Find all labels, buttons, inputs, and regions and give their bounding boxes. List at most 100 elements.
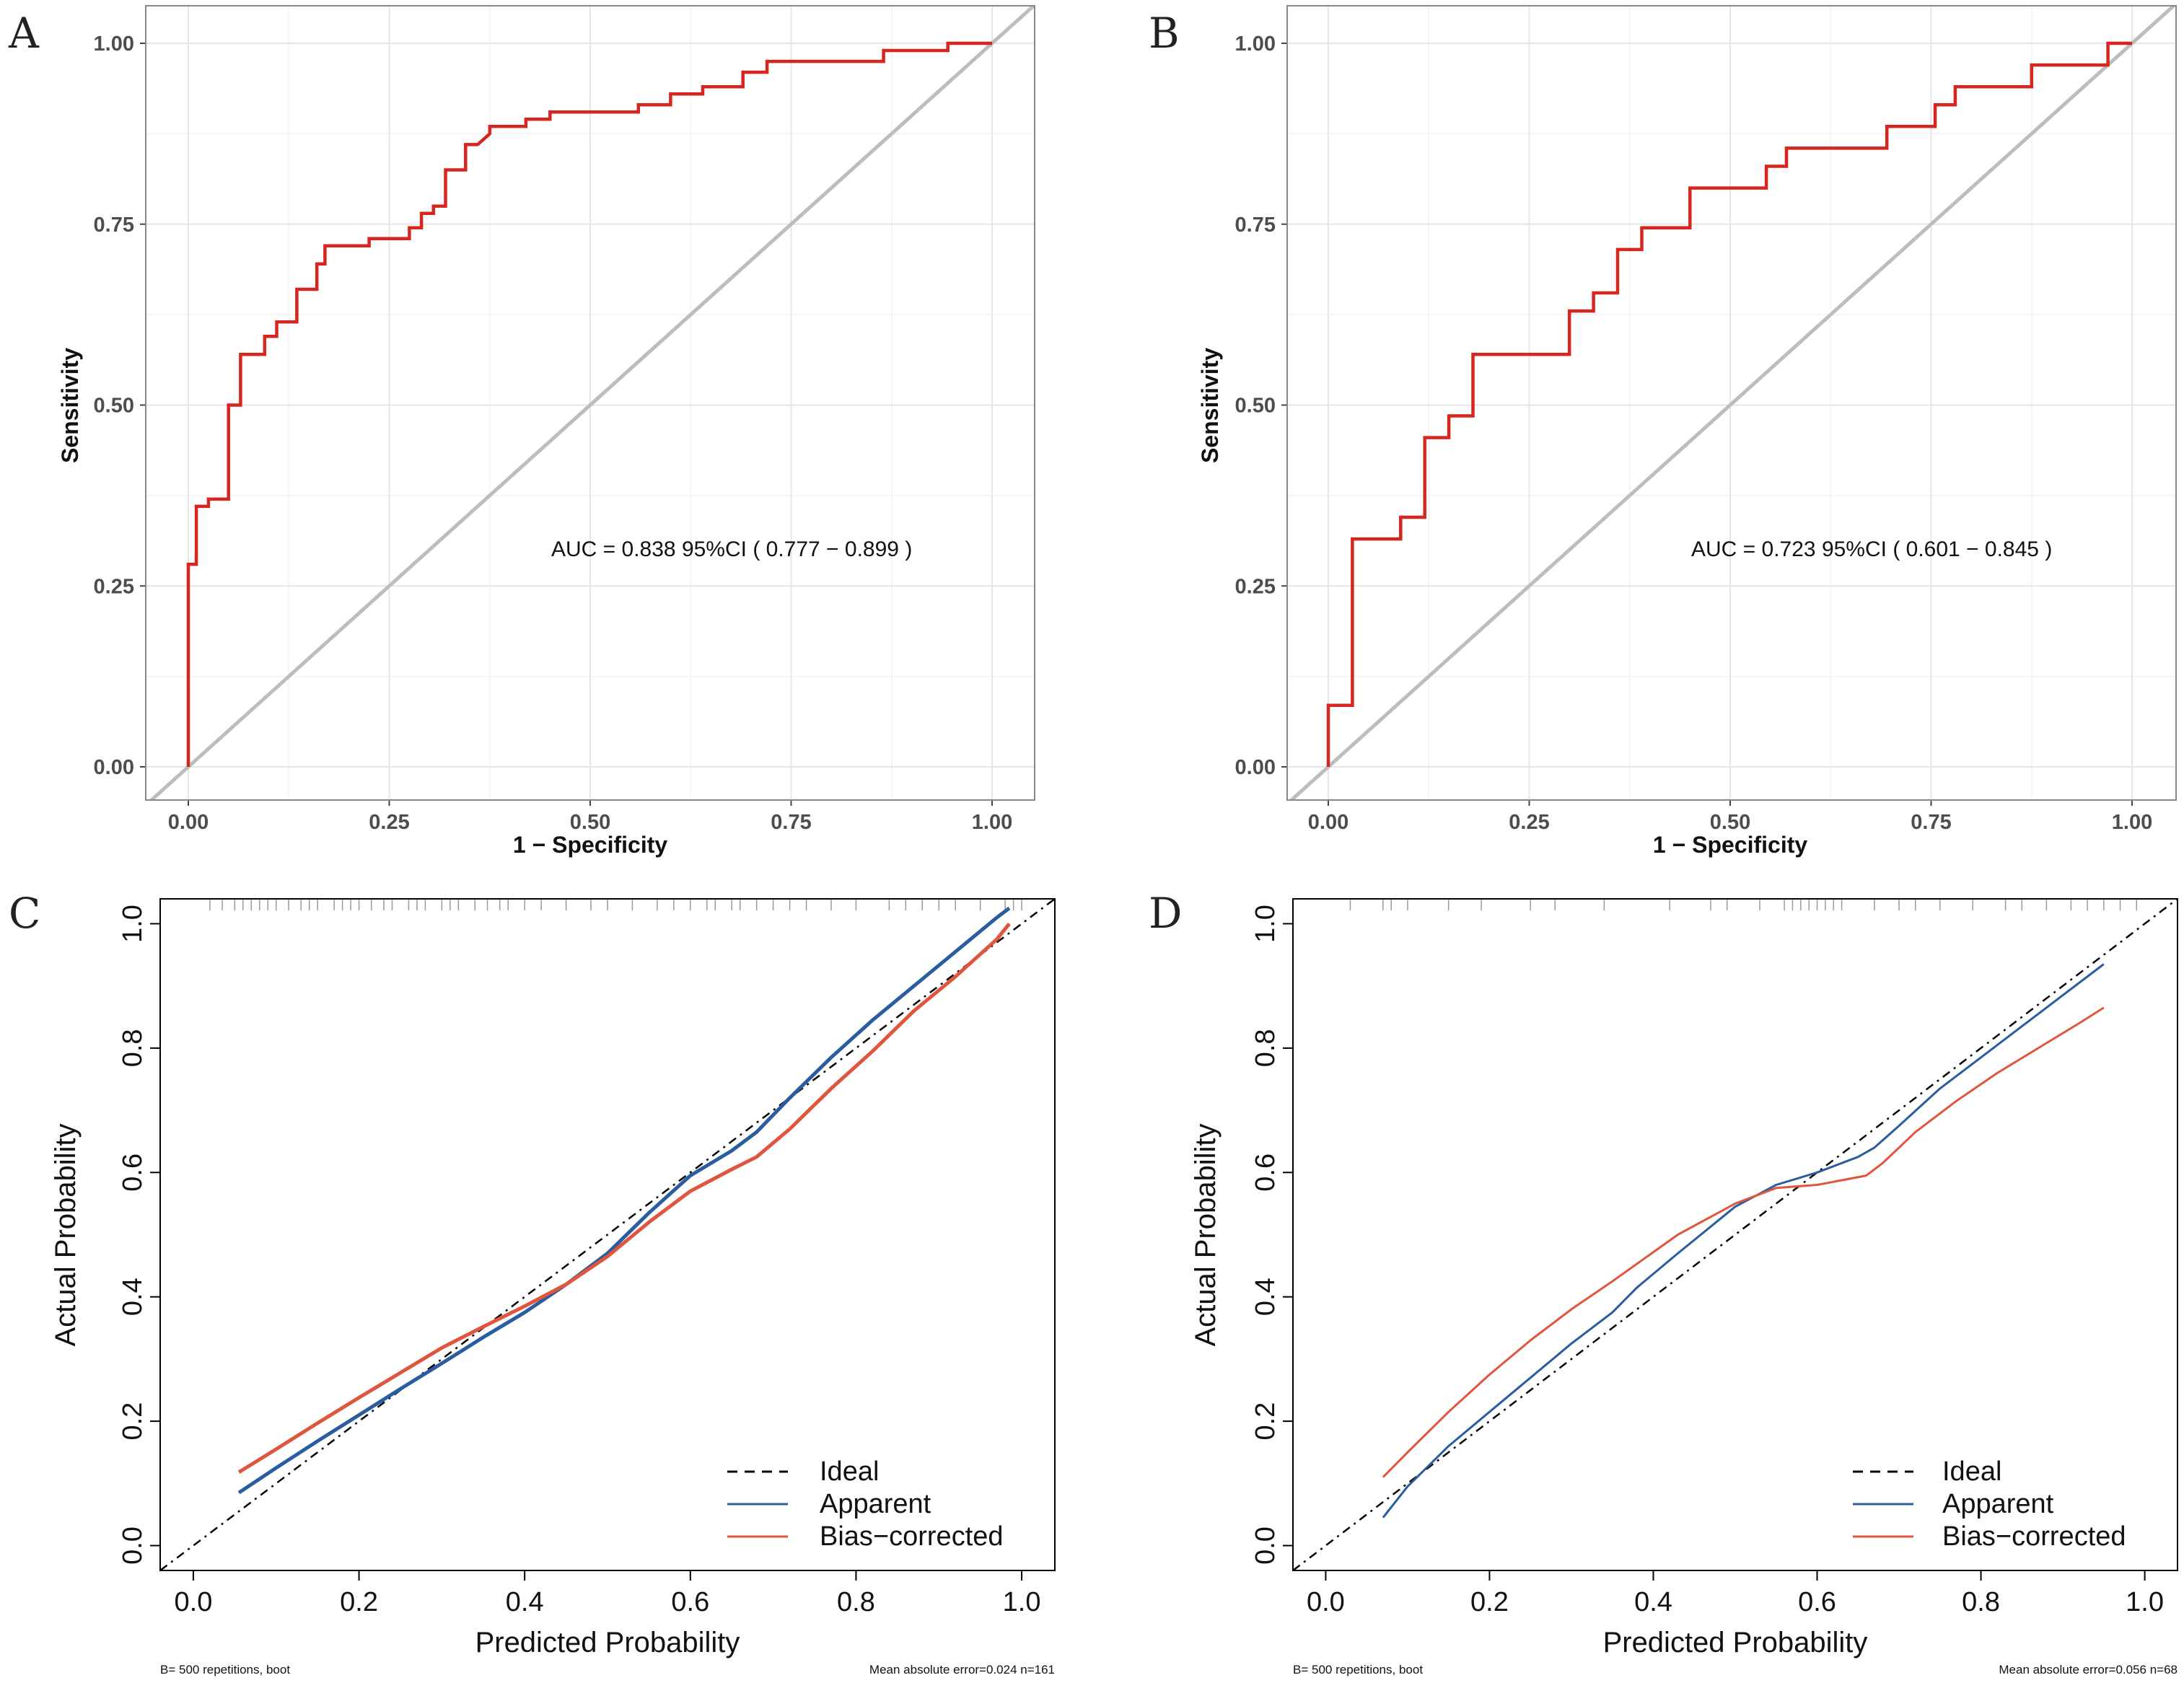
x-tick-label: 0.75 — [771, 811, 811, 834]
panel-d-footer-left: B= 500 repetitions, boot — [1293, 1663, 1423, 1677]
x-tick-label: 0.25 — [369, 811, 409, 834]
y-tick-label: 1.0 — [1250, 905, 1281, 943]
x-tick-label: 0.8 — [837, 1587, 875, 1617]
ideal-line — [160, 899, 1055, 1570]
panel-c-x-axis: 0.0 0.2 0.4 0.6 0.8 1.0 — [175, 1570, 1041, 1617]
y-tick-label: 0.8 — [1250, 1029, 1281, 1067]
y-tick-label: 0.2 — [118, 1402, 148, 1441]
x-tick-label: 1.0 — [2126, 1587, 2164, 1617]
panel-a-y-tick-labels: 0.00 0.25 0.50 0.75 1.00 — [94, 32, 146, 779]
roc-curve-line — [1326, 41, 2132, 767]
x-tick-label: 0.00 — [1308, 811, 1348, 834]
panel-c-y-axis: 0.0 0.2 0.4 0.6 0.8 1.0 — [118, 905, 160, 1565]
panel-d-legend: Ideal Apparent Bias−corrected — [1853, 1456, 2126, 1552]
panel-d-y-axis: 0.0 0.2 0.4 0.6 0.8 1.0 — [1250, 905, 1293, 1565]
panel-b-y-tick-labels: 0.00 0.25 0.50 0.75 1.00 — [1235, 32, 1287, 779]
panel-a-plot-area — [149, 6, 1035, 800]
legend-apparent-label: Apparent — [820, 1489, 931, 1519]
panel-c-y-axis-label: Actual Probability — [50, 1123, 82, 1346]
roc-curve-line — [186, 41, 992, 767]
panel-a-letter: A — [8, 9, 40, 58]
legend-ideal-label: Ideal — [1942, 1456, 2001, 1487]
x-tick-label: 0.50 — [1710, 811, 1750, 834]
panel-a-border — [145, 5, 1035, 801]
x-tick-label: 0.4 — [1634, 1587, 1672, 1617]
panel-a-x-tick-labels: 0.00 0.25 0.50 0.75 1.00 — [168, 800, 1012, 834]
panel-b-y-axis-label: Sensitivity — [1197, 348, 1223, 463]
y-tick-label: 0.50 — [1235, 395, 1276, 418]
panel-d-y-axis-label: Actual Probability — [1190, 1123, 1222, 1346]
panel-c-letter: C — [9, 889, 40, 938]
panel-d-footer-right: Mean absolute error=0.056 n=68 — [1999, 1663, 2178, 1677]
y-tick-label: 0.25 — [94, 575, 134, 598]
panel-c-plot-area — [160, 899, 1055, 1570]
panel-c-footer-right: Mean absolute error=0.024 n=161 — [869, 1663, 1055, 1677]
x-tick-label: 0.6 — [671, 1587, 709, 1617]
y-tick-label: 1.00 — [1235, 32, 1276, 56]
y-tick-label: 0.0 — [1250, 1526, 1281, 1565]
panel-c-legend: Ideal Apparent Bias−corrected — [727, 1456, 1004, 1552]
x-tick-label: 0.2 — [340, 1587, 378, 1617]
bias-corrected-line — [237, 922, 1011, 1474]
x-tick-label: 0.4 — [506, 1587, 544, 1617]
y-tick-label: 0.8 — [118, 1029, 148, 1067]
x-tick-label: 1.00 — [972, 811, 1012, 834]
y-tick-label: 0.00 — [1235, 756, 1276, 779]
legend-bias-corrected-label: Bias−corrected — [1942, 1521, 2126, 1552]
x-tick-label: 0.8 — [1962, 1587, 2000, 1617]
y-tick-label: 0.75 — [94, 214, 134, 237]
panel-a-grid — [146, 6, 1035, 800]
panel-c-border — [159, 898, 1056, 1571]
y-tick-label: 1.0 — [118, 905, 148, 943]
panel-d-x-axis-label: Predicted Probability — [1603, 1627, 1868, 1658]
bias-corrected-line — [1382, 1006, 2105, 1478]
y-tick-label: 0.75 — [1235, 214, 1276, 237]
x-tick-label: 0.00 — [168, 811, 209, 834]
panel-b-x-axis-label: 1 − Specificity — [1653, 832, 1808, 858]
y-tick-label: 0.2 — [1250, 1402, 1281, 1441]
panel-d-rug — [1349, 899, 2137, 910]
x-tick-label: 0.75 — [1911, 811, 1951, 834]
panel-b-letter: B — [1149, 9, 1180, 58]
y-tick-label: 0.25 — [1235, 575, 1276, 598]
panel-a-x-axis-label: 1 − Specificity — [513, 832, 668, 858]
panel-c-footer-left: B= 500 repetitions, boot — [160, 1663, 290, 1677]
panel-a-y-axis-label: Sensitivity — [57, 348, 83, 463]
y-tick-label: 1.00 — [94, 32, 134, 56]
y-tick-label: 0.50 — [94, 395, 134, 418]
x-tick-label: 0.50 — [570, 811, 610, 834]
reference-diagonal-line — [1289, 6, 2176, 800]
apparent-line — [237, 906, 1011, 1495]
legend-ideal-label: Ideal — [820, 1456, 879, 1487]
panel-b-border — [1286, 5, 2177, 801]
x-tick-label: 0.0 — [1307, 1587, 1345, 1617]
panel-c-x-axis-label: Predicted Probability — [475, 1627, 740, 1658]
panel-c: C 0.0 0.2 0.4 0.6 0.8 1.0 0.00.20.40.60.81.0 … — [9, 889, 1056, 1677]
panel-b: B 0.00 0.25 0.50 0.75 1.00 0.00 0.25 0.50 0.75 1… — [1149, 5, 2177, 858]
panel-d-x-axis: 0.0 0.2 0.4 0.6 0.8 1.0 — [1307, 1570, 2164, 1617]
x-tick-label: 1.00 — [2112, 811, 2152, 834]
y-tick-label: 0.6 — [118, 1154, 148, 1192]
legend-apparent-label: Apparent — [1942, 1489, 2054, 1519]
y-tick-label: 0.4 — [1250, 1278, 1281, 1316]
x-tick-label: 1.0 — [1003, 1587, 1041, 1617]
panel-d-letter: D — [1149, 889, 1183, 938]
x-tick-label: 0.6 — [1798, 1587, 1836, 1617]
panel-c-rug — [209, 899, 1022, 910]
panel-d: D 0.0 0.2 0.4 0.6 0.8 1.0 0.00.20.40.60.81.0 … — [1149, 889, 2178, 1677]
panel-d-plot-area — [1293, 899, 2178, 1570]
y-tick-label: 0.0 — [118, 1526, 148, 1565]
reference-diagonal-line — [149, 6, 1035, 800]
panel-a-annotation: AUC = 0.838 95%CI ( 0.777 − 0.899 ) — [551, 537, 912, 561]
ideal-line — [1293, 899, 2178, 1570]
y-tick-label: 0.6 — [1250, 1154, 1281, 1192]
panel-d-border — [1292, 898, 2178, 1571]
panel-a: A 0.00 0.25 0.50 0.75 1.00 0.00 0.25 0.50 0.75 1… — [8, 5, 1035, 858]
x-tick-label: 0.2 — [1470, 1587, 1509, 1617]
panel-b-plot-area — [1289, 6, 2176, 800]
x-tick-label: 0.0 — [175, 1587, 213, 1617]
x-tick-label: 0.25 — [1509, 811, 1549, 834]
panel-b-annotation: AUC = 0.723 95%CI ( 0.601 − 0.845 ) — [1691, 537, 2052, 561]
panel-b-x-tick-labels: 0.00 0.25 0.50 0.75 1.00 — [1308, 800, 2152, 834]
